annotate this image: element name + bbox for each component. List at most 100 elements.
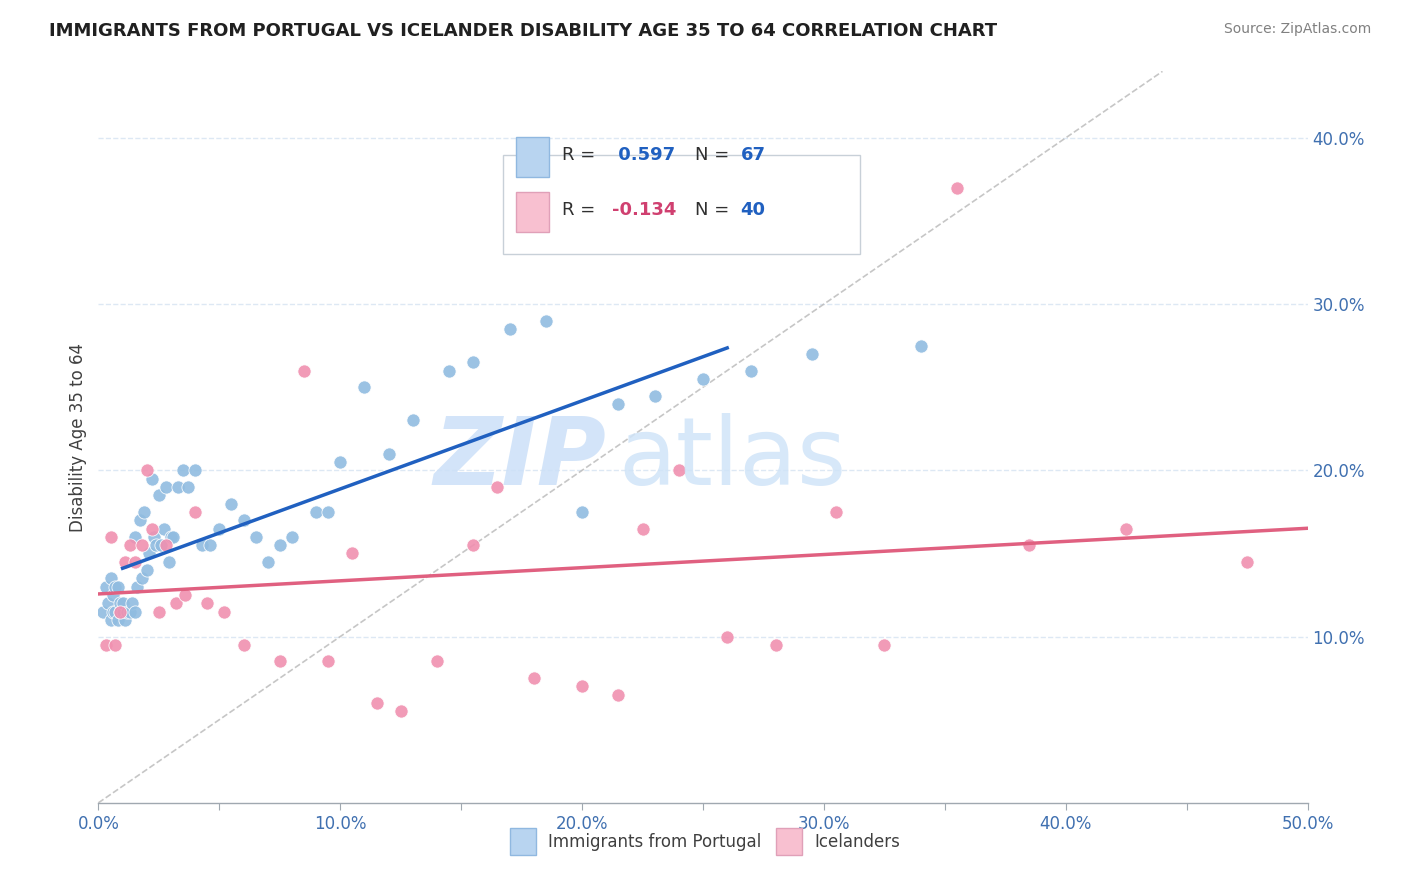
Point [534,314,557,328]
Point [366,696,388,710]
Point [124,605,146,619]
Text: atlas: atlas [619,413,846,505]
Point [94,580,117,594]
Text: 40: 40 [741,202,765,219]
Point [128,513,150,527]
Point [184,463,207,477]
Point [1018,538,1040,552]
Point [167,480,190,494]
Point [377,447,399,461]
Point [100,613,122,627]
Point [94,638,117,652]
Point [135,463,157,477]
Point [353,380,375,394]
Point [402,413,425,427]
Point [668,463,690,477]
Point [107,580,129,594]
Point [946,180,969,194]
Point [145,538,167,552]
FancyBboxPatch shape [503,155,860,254]
Point [342,546,364,560]
Point [108,605,131,619]
Point [486,480,509,494]
Point [148,488,170,502]
Point [198,538,221,552]
Text: IMMIGRANTS FROM PORTUGAL VS ICELANDER DISABILITY AGE 35 TO 64 CORRELATION CHART: IMMIGRANTS FROM PORTUGAL VS ICELANDER DI… [49,22,997,40]
Point [329,455,352,469]
Point [104,580,127,594]
Point [221,497,243,511]
Point [141,472,163,486]
Point [101,588,124,602]
Point [232,513,254,527]
Point [256,555,278,569]
Point [292,363,315,377]
Text: Immigrants from Portugal: Immigrants from Portugal [548,832,762,851]
Point [426,655,449,669]
Point [101,605,124,619]
Point [107,613,129,627]
Point [316,505,339,519]
Point [800,347,823,361]
Point [245,530,267,544]
Point [104,605,127,619]
Text: 0.597: 0.597 [613,146,675,164]
Text: 67: 67 [741,146,765,164]
Point [692,372,714,386]
Point [108,605,131,619]
Point [165,596,187,610]
Point [131,538,153,552]
Point [97,596,120,610]
Point [111,605,134,619]
Point [631,521,654,535]
Point [124,555,146,569]
Text: ZIP: ZIP [433,413,606,505]
Point [873,638,896,652]
Point [571,680,593,694]
Point [184,505,207,519]
Point [155,538,177,552]
Point [463,538,485,552]
Point [212,605,235,619]
Point [498,322,520,336]
Point [1236,555,1258,569]
Point [114,555,136,569]
Point [1115,521,1137,535]
Point [111,596,134,610]
Point [305,505,328,519]
Point [195,596,218,610]
Point [131,571,153,585]
Text: Icelanders: Icelanders [814,832,900,851]
Point [389,705,412,719]
Point [157,555,180,569]
Bar [516,137,550,178]
Point [765,638,787,652]
Point [437,363,460,377]
Point [114,613,136,627]
Y-axis label: Disability Age 35 to 64: Disability Age 35 to 64 [69,343,87,532]
Point [172,463,194,477]
Text: N =: N = [695,202,728,219]
Point [124,530,146,544]
Point [160,530,183,544]
Point [174,588,197,602]
Bar [509,828,536,855]
Point [162,530,184,544]
Point [127,580,149,594]
Point [121,596,143,610]
Point [117,605,139,619]
Point [108,596,131,610]
Bar [776,828,803,855]
Point [208,521,231,535]
Point [134,505,156,519]
Point [607,688,630,702]
Point [825,505,848,519]
Point [740,363,762,377]
Point [177,480,200,494]
Point [269,655,291,669]
Point [91,605,114,619]
Point [100,530,122,544]
Text: R =: R = [561,202,595,219]
Point [152,521,174,535]
Text: N =: N = [695,146,728,164]
